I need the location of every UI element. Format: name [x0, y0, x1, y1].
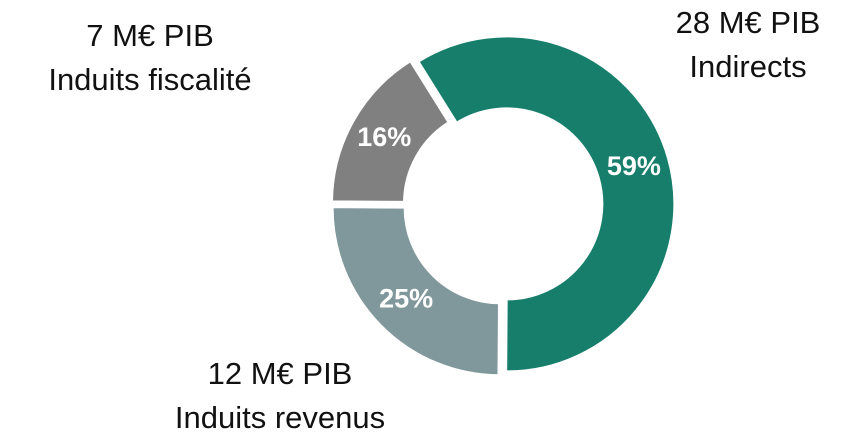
slice	[415, 34, 677, 374]
slice-name: Induits fiscalité	[48, 62, 251, 97]
slice-amount: 12 M€ PIB	[208, 356, 353, 391]
value-label: 16%	[357, 122, 411, 152]
value-label: 59%	[607, 151, 661, 181]
slice-amount: 7 M€ PIB	[86, 18, 214, 53]
slice-amount: 28 M€ PIB	[676, 5, 821, 40]
slice	[330, 58, 452, 204]
value-label: 25%	[379, 284, 433, 314]
slice-name: Induits revenus	[175, 400, 385, 433]
slice-name: Indirects	[689, 49, 806, 84]
slice	[330, 205, 501, 378]
